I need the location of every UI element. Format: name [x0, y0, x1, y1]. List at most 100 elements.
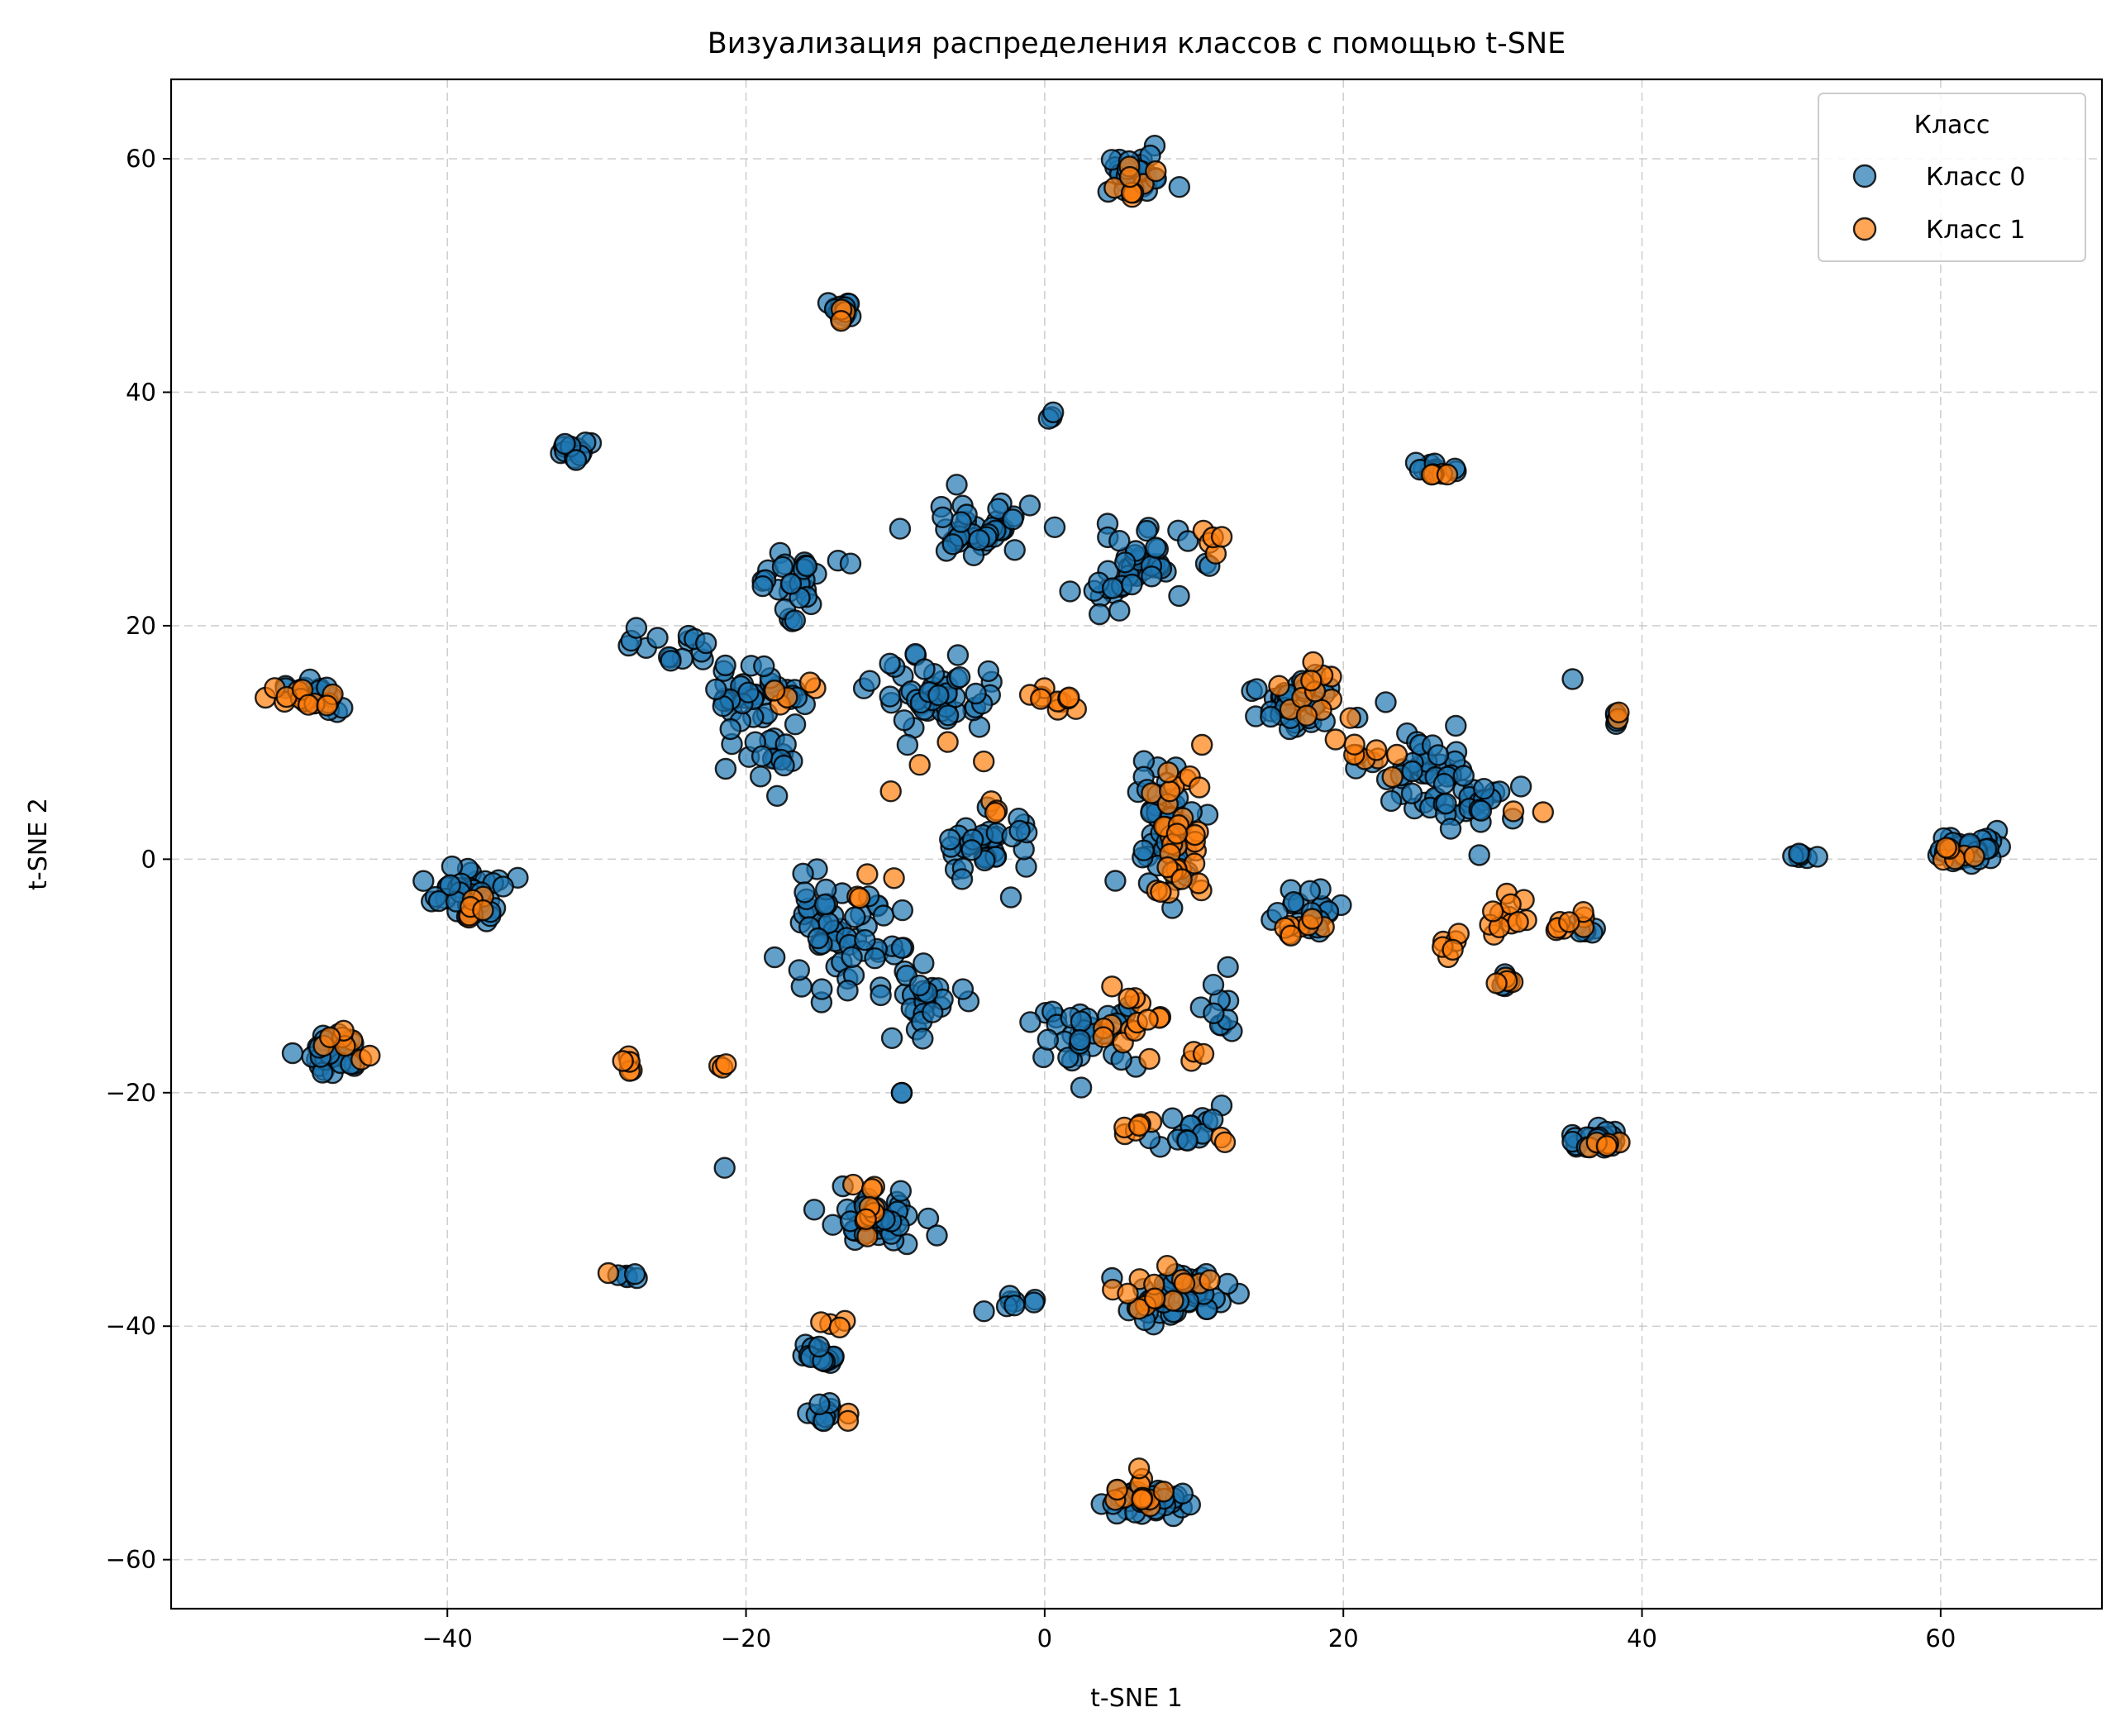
scatter-point	[319, 1026, 341, 1049]
scatter-point	[705, 678, 727, 701]
scatter-point	[1059, 580, 1081, 603]
scatter-point	[927, 684, 950, 707]
scatter-point	[1156, 856, 1179, 879]
scatter-point	[828, 1316, 851, 1339]
scatter-point	[950, 511, 972, 533]
legend-box	[1818, 93, 2086, 262]
scatter-point	[1018, 494, 1041, 517]
scatter-point	[763, 680, 786, 702]
scatter-point	[879, 652, 901, 675]
scatter-point	[1157, 761, 1180, 784]
plot-frame	[169, 78, 2104, 1610]
legend: Класс Класс 0 Класс 1	[1818, 93, 2086, 262]
y-tick-label: 60	[126, 145, 156, 173]
scatter-point	[1127, 1114, 1151, 1137]
scatter-point	[1141, 565, 1163, 588]
scatter-point	[1168, 584, 1190, 608]
scatter-point	[764, 946, 786, 969]
scatter-point	[1145, 537, 1167, 559]
scatter-point	[1299, 880, 1322, 903]
scatter-point	[1069, 1028, 1091, 1052]
scatter-point	[941, 533, 964, 556]
scatter-point	[472, 899, 494, 922]
scatter-point	[316, 694, 338, 717]
scatter-point	[788, 959, 810, 981]
scatter-point	[951, 868, 974, 890]
scatter-point	[412, 870, 435, 892]
scatter-point	[1381, 765, 1404, 789]
scatter-point	[1202, 973, 1225, 996]
scatter-point	[646, 627, 669, 649]
scatter-point	[1041, 401, 1065, 423]
scatter-point	[939, 828, 961, 851]
legend-label-1: Класс 1	[1926, 216, 2025, 245]
scatter-point	[751, 745, 774, 767]
scatter-point	[625, 617, 648, 639]
scatter-point	[1935, 837, 1957, 859]
scatter-point	[1131, 1488, 1153, 1511]
scatter-point	[1104, 870, 1127, 892]
scatter-point	[999, 886, 1022, 909]
scatter-point	[1092, 1026, 1115, 1048]
x-tick-label: −20	[721, 1624, 771, 1653]
scatter-point	[1132, 839, 1155, 861]
scatter-point	[860, 1177, 884, 1200]
scatter-point	[1561, 668, 1584, 690]
scatter-point	[1127, 1298, 1151, 1320]
x-tick-label: 0	[1037, 1624, 1052, 1653]
legend-label-0: Класс 0	[1926, 163, 2025, 192]
scatter-point	[807, 927, 829, 950]
scatter-point	[297, 694, 320, 716]
scatter-point	[1963, 845, 1985, 868]
scatter-point	[912, 1028, 934, 1050]
scatter-point	[1436, 463, 1459, 486]
scatter-point	[1445, 714, 1467, 737]
scatter-point	[836, 980, 859, 1002]
scatter-point	[948, 666, 971, 689]
scatter-point	[1170, 868, 1193, 890]
scatter-point	[612, 1050, 634, 1072]
scatter-point	[1401, 760, 1423, 783]
scatter-point	[913, 658, 936, 680]
scatter-point	[1507, 910, 1529, 933]
legend-marker-0	[1852, 164, 1877, 188]
scatter-point	[492, 875, 514, 898]
scatter-point	[841, 1173, 865, 1196]
scatter-point	[1788, 842, 1810, 865]
scatter-point	[1121, 573, 1143, 596]
scatter-point	[917, 1207, 940, 1230]
scatter-point	[1608, 701, 1630, 723]
scatter-point	[1470, 799, 1493, 822]
scatter-point	[1101, 975, 1123, 998]
scatter-point	[1158, 780, 1181, 803]
scatter-point	[883, 867, 905, 889]
scatter-point	[1300, 670, 1322, 692]
scatter-point	[1473, 778, 1495, 800]
scatter-point	[1002, 508, 1024, 531]
scatter-point	[1343, 733, 1365, 756]
scatter-point	[281, 1042, 304, 1065]
scatter-point	[1246, 678, 1268, 700]
scatter-point	[798, 671, 822, 694]
scatter-point	[773, 754, 795, 777]
scatter-point	[719, 718, 741, 741]
scatter-point	[715, 1053, 737, 1075]
scatter-point	[972, 750, 995, 773]
scatter-point	[1439, 818, 1462, 840]
scatter-point	[808, 1335, 831, 1358]
scatter-point	[1385, 743, 1408, 766]
scatter-point	[1003, 1294, 1026, 1317]
scatter-point	[965, 682, 987, 705]
scatter-point	[1509, 775, 1532, 798]
scatter-point	[1217, 956, 1239, 979]
scatter-point	[1029, 688, 1052, 710]
scatter-point	[1192, 1042, 1215, 1066]
scatter-point	[960, 839, 983, 861]
scatter-point	[1806, 846, 1828, 868]
scatter-point	[811, 978, 833, 1000]
scatter-point	[946, 644, 970, 666]
scatter-point	[1295, 704, 1318, 727]
scatter-point	[848, 887, 871, 909]
scatter-point	[1118, 165, 1141, 188]
scatter-point	[1101, 577, 1124, 599]
